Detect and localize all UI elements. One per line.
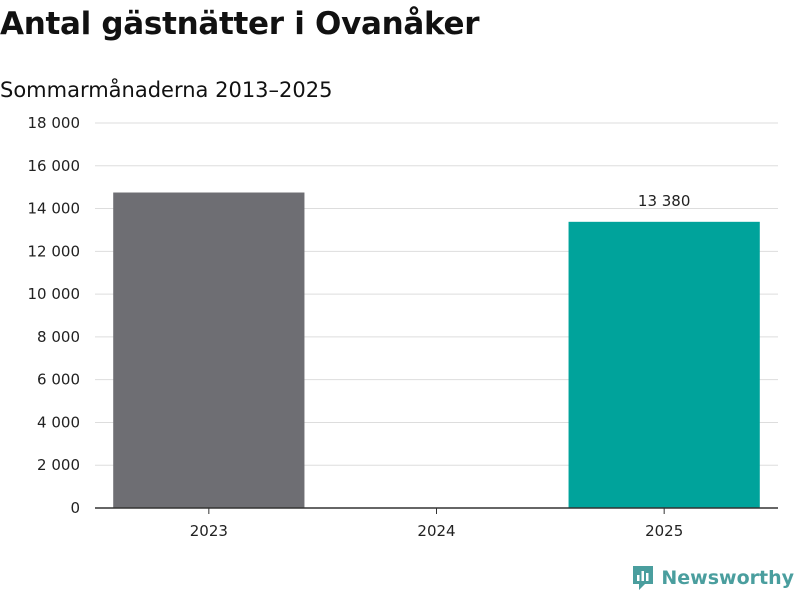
x-tick-label-2025: 2025 [645, 522, 683, 540]
bars [113, 192, 760, 509]
brand-name: Newsworthy [661, 567, 794, 589]
bar-2023 [113, 192, 305, 508]
y-tick-label: 12 000 [28, 242, 81, 260]
chart-title: Antal gästnätter i Ovanåker [0, 6, 480, 42]
brand-logo: Newsworthy [631, 564, 794, 592]
y-tick-label: 18 000 [28, 114, 81, 132]
y-tick-label: 14 000 [28, 200, 81, 218]
y-tick-label: 16 000 [28, 157, 81, 175]
x-tick-label-2023: 2023 [190, 522, 228, 540]
y-tick-label: 6 000 [37, 371, 80, 389]
data-label-2025: 13 380 [638, 192, 691, 210]
chart-subtitle: Sommarmånaderna 2013–2025 [0, 78, 333, 102]
axes [95, 507, 778, 514]
y-tick-label: 4 000 [37, 413, 80, 431]
labels: 0 2 000 4 000 6 000 8 000 10 000 12 000 14 000 1… [28, 114, 691, 540]
x-tick-label-2024: 2024 [417, 522, 455, 540]
y-tick-label: 10 000 [28, 285, 81, 303]
y-tick-label: 2 000 [37, 456, 80, 474]
y-tick-label: 0 [70, 499, 80, 517]
bar-2025 [568, 221, 760, 509]
y-tick-label: 8 000 [37, 328, 80, 346]
newsworthy-logo-icon [633, 566, 654, 590]
